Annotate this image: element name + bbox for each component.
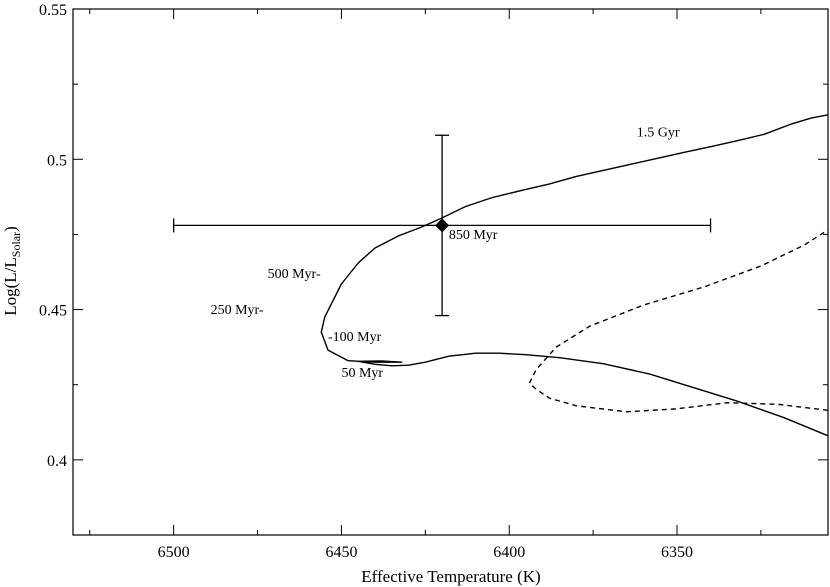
age-annotation: 500 Myr- (268, 267, 321, 282)
x-tick-label: 6450 (325, 544, 357, 561)
y-axis-title: Log(L/LSolar) (1, 226, 23, 316)
y-axis-title-subscript: Solar (9, 232, 23, 257)
error-bar-layer (173, 134, 712, 317)
x-axis-ticks: 6500 6450 6400 6350 (89, 9, 762, 561)
age-annotation: 50 Myr (341, 366, 383, 381)
y-axis-ticks: 0.4 0.45 0.5 0.55 (39, 2, 828, 536)
dashed-evolution-track (528, 229, 828, 413)
age-annotation: 250 Myr- (211, 303, 264, 318)
observed-star-marker (435, 218, 450, 233)
y-tick-label: 0.4 (47, 453, 67, 470)
annotation-layer: 1.5 Gyr 850 Myr 500 Myr- 250 Myr- -100 Myr 50… (211, 126, 680, 381)
age-annotation: 850 Myr (449, 228, 498, 243)
series-layer (320, 114, 828, 437)
x-tick-label: 6350 (661, 544, 693, 561)
age-annotation: -100 Myr (328, 330, 382, 345)
solid-evolution-track (320, 114, 828, 437)
y-axis-title-main: Log(L/L (1, 257, 20, 316)
age-annotation: 1.5 Gyr (637, 126, 680, 141)
plot-area (72, 8, 829, 536)
x-axis-title: Effective Temperature (K) (361, 567, 540, 586)
x-tick-label: 6500 (158, 544, 190, 561)
plot-frame (72, 8, 829, 536)
y-tick-label: 0.45 (39, 303, 67, 320)
y-axis-title-close: ) (1, 226, 20, 232)
x-tick-label: 6400 (493, 544, 525, 561)
y-tick-label: 0.5 (47, 152, 67, 169)
y-tick-label: 0.55 (39, 2, 67, 19)
